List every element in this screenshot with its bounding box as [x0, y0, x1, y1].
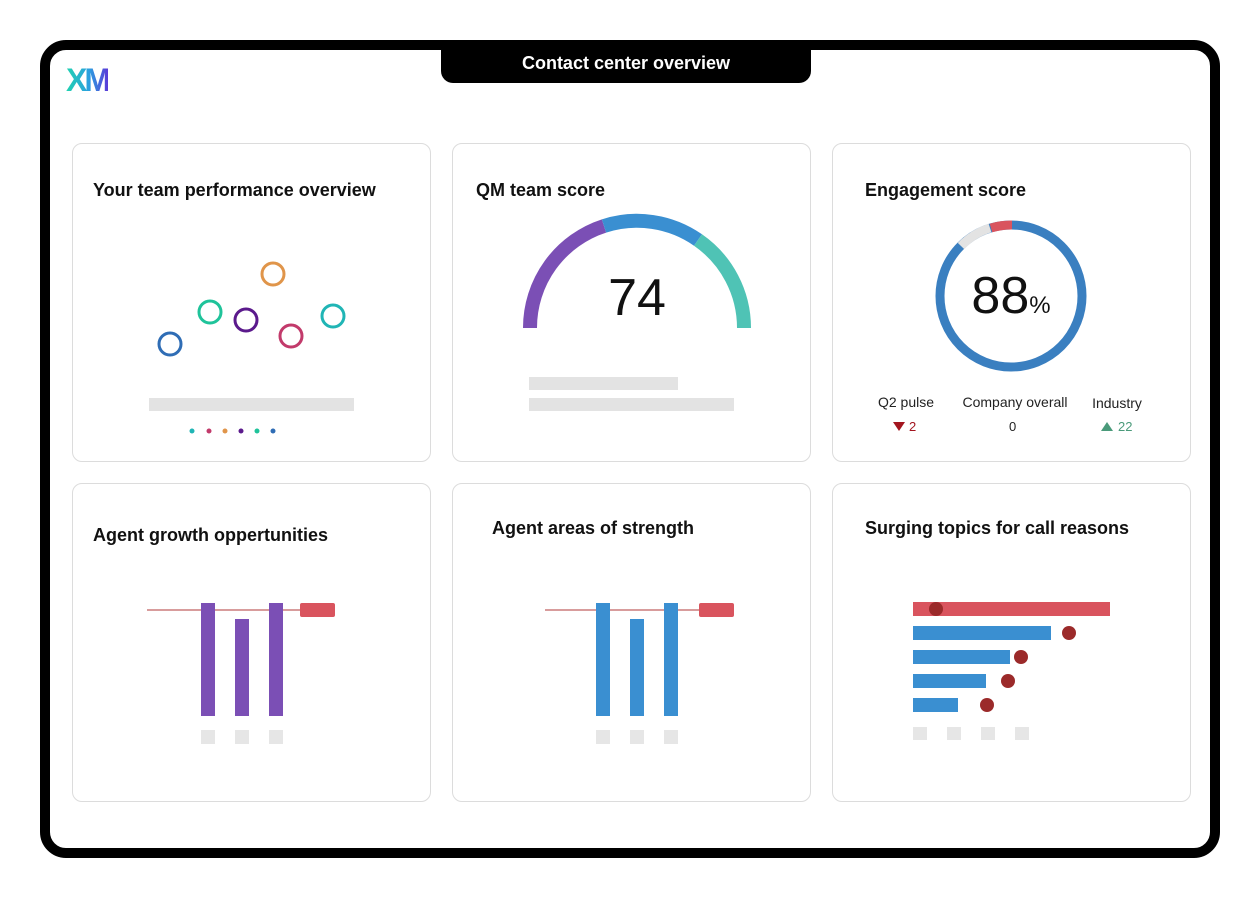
x-label-placeholder — [596, 730, 610, 744]
bubble — [197, 299, 223, 325]
marker — [1014, 650, 1028, 664]
qm-score-value: 74 — [608, 269, 666, 327]
x-label-placeholder — [235, 730, 249, 744]
stat-value: 0 — [1009, 419, 1017, 434]
placeholder-bar — [149, 398, 354, 411]
gauge-arc-purple — [522, 219, 607, 329]
card-title: Your team performance overview — [93, 180, 376, 200]
x-label-placeholder — [630, 730, 644, 744]
bar — [201, 603, 215, 716]
bar — [913, 602, 1110, 616]
card-title: QM team score — [476, 180, 606, 200]
ring-red — [989, 220, 1013, 233]
stat-label: Company overall — [962, 394, 1068, 410]
down-arrow-icon — [893, 422, 905, 431]
bar — [913, 674, 986, 688]
bubble — [233, 307, 259, 333]
bubble — [320, 303, 346, 329]
engagement-unit: % — [1029, 292, 1051, 319]
bar — [269, 603, 283, 716]
x-label-placeholder — [201, 730, 215, 744]
x-label-placeholder — [269, 730, 283, 744]
bar — [913, 650, 1010, 664]
legend-dot — [206, 428, 212, 434]
x-label-placeholder — [947, 727, 961, 740]
card-title: Agent areas of strength — [492, 518, 695, 538]
x-label-placeholder — [981, 727, 995, 740]
legend-dot — [254, 428, 260, 434]
legend-dot — [189, 428, 195, 434]
engagement-score: 88% — [951, 266, 1071, 326]
stat-value: 2 — [909, 419, 917, 434]
bubble — [278, 323, 304, 349]
bar — [630, 619, 644, 716]
threshold-label — [699, 603, 734, 617]
bubble — [157, 331, 183, 357]
engagement-value: 88 — [971, 267, 1030, 325]
bar — [913, 698, 958, 712]
gauge-arc-blue — [601, 213, 702, 246]
legend-dot — [270, 428, 276, 434]
marker — [1001, 674, 1015, 688]
bar — [913, 626, 1051, 640]
card-title: Engagement score — [865, 180, 1027, 200]
card-title: Surging topics for call reasons — [865, 518, 1130, 538]
stat-value: 22 — [1118, 419, 1133, 434]
card-surging[interactable] — [832, 483, 1191, 802]
xm-logo: XM — [66, 62, 111, 98]
stat-label: Industry — [1092, 395, 1142, 411]
x-label-placeholder — [664, 730, 678, 744]
bar — [596, 603, 610, 716]
placeholder-bar — [529, 377, 678, 390]
legend-dot — [222, 428, 228, 434]
bar — [664, 603, 678, 716]
x-label-placeholder — [913, 727, 927, 740]
card-growth[interactable] — [72, 483, 431, 802]
gauge-arc-teal — [693, 234, 752, 329]
legend-dot — [238, 428, 244, 434]
card-engagement[interactable] — [832, 143, 1191, 462]
card-title: Agent growth oppertunities — [93, 525, 328, 545]
ring-gap — [957, 223, 992, 250]
marker — [929, 602, 943, 616]
stat-label: Q2 pulse — [877, 394, 935, 410]
marker — [980, 698, 994, 712]
up-arrow-icon — [1101, 422, 1113, 431]
bubble — [260, 261, 286, 287]
x-label-placeholder — [1015, 727, 1029, 740]
page-title: Contact center overview — [441, 44, 811, 83]
marker — [1062, 626, 1076, 640]
bar — [235, 619, 249, 716]
placeholder-bar — [529, 398, 734, 411]
threshold-label — [300, 603, 335, 617]
